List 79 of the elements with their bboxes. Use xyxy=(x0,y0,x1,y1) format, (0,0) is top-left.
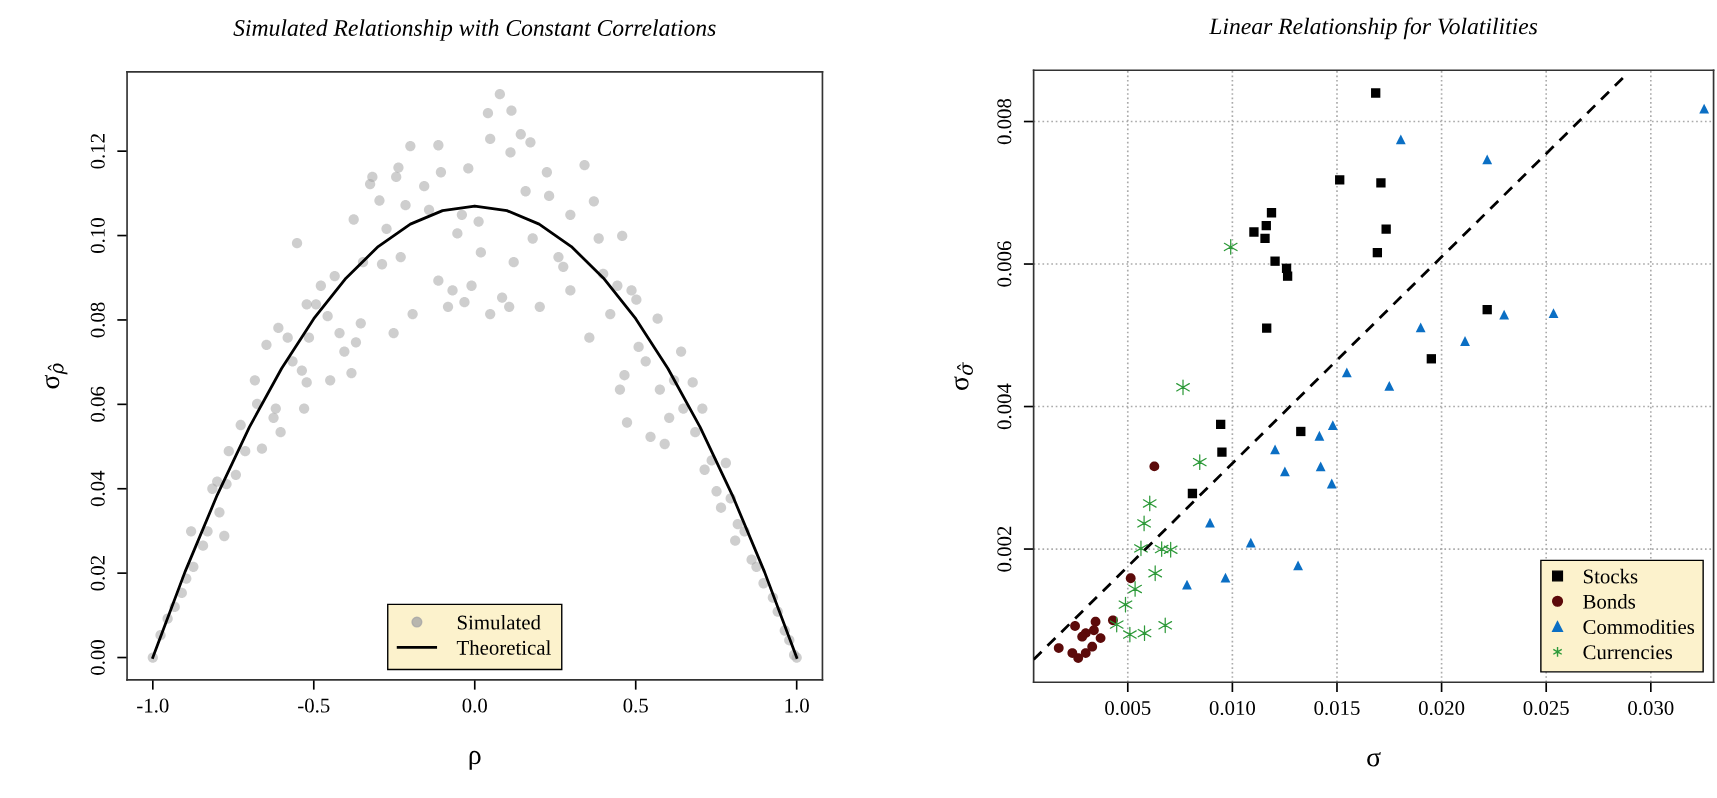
point xyxy=(1482,304,1492,315)
point xyxy=(1371,88,1381,98)
point xyxy=(1125,573,1136,584)
point xyxy=(1372,247,1383,258)
x-tick-label: 0.5 xyxy=(623,698,648,713)
point xyxy=(1548,308,1559,319)
point xyxy=(1699,103,1710,114)
x-tick-label: 0.005 xyxy=(1105,700,1151,716)
point xyxy=(1149,461,1160,472)
point xyxy=(1262,323,1272,333)
chart-title: Simulated Relationship with Constant Correlations xyxy=(233,19,716,41)
point xyxy=(1260,233,1270,244)
point xyxy=(1460,336,1470,346)
legend-label: Theoretical xyxy=(456,640,551,655)
point xyxy=(1095,633,1106,644)
y-tick-label: 0.02 xyxy=(90,556,105,591)
point xyxy=(1384,380,1395,391)
point xyxy=(1293,560,1303,571)
x-tick-label: -0.5 xyxy=(298,698,330,713)
point xyxy=(1315,461,1326,472)
point xyxy=(1205,517,1215,528)
point xyxy=(1087,641,1098,652)
point xyxy=(1249,227,1259,237)
y-tick-label: 0.04 xyxy=(90,470,105,507)
y-tick-label: 0.08 xyxy=(90,302,105,338)
x-tick-label: 0.015 xyxy=(1314,700,1360,716)
point xyxy=(1376,178,1386,188)
point xyxy=(1080,648,1091,658)
legend-label: Simulated xyxy=(457,614,541,630)
x-tick-label: -1.0 xyxy=(137,698,169,713)
legend-label: Commodities xyxy=(1583,619,1695,635)
point xyxy=(1067,648,1078,658)
legend-label: Bonds xyxy=(1583,594,1636,609)
point xyxy=(1426,354,1437,364)
point xyxy=(1217,447,1227,457)
y-axis-title: σ$_{σ̂}$ xyxy=(954,362,973,390)
x-tick-label: 0.0 xyxy=(462,698,487,713)
y-tick-label: 0.10 xyxy=(90,218,105,253)
point xyxy=(1395,134,1406,145)
point xyxy=(1335,175,1345,185)
x-tick-label: 0.025 xyxy=(1523,700,1569,716)
point xyxy=(1070,621,1080,631)
y-axis-title: σ$_{ρ̂}$ xyxy=(44,363,68,389)
point xyxy=(1296,426,1306,437)
point xyxy=(1282,271,1293,281)
y-tick-label: 0.06 xyxy=(90,386,105,422)
x-axis-title: ρ xyxy=(469,750,481,770)
y-tick-label: 0.002 xyxy=(997,526,1012,572)
x-axis-title: σ xyxy=(1367,752,1381,767)
x-tick-label: 0.020 xyxy=(1418,700,1465,716)
y-tick-label: 0.00 xyxy=(90,640,105,675)
y-tick-label: 0.006 xyxy=(997,241,1012,287)
point xyxy=(1326,478,1337,489)
point xyxy=(1088,625,1099,636)
point xyxy=(1314,430,1325,441)
point xyxy=(1270,256,1280,266)
point xyxy=(1053,643,1064,653)
point xyxy=(1341,367,1352,378)
x-tick-label: 0.010 xyxy=(1209,700,1256,716)
y-tick-label: 0.004 xyxy=(997,383,1012,430)
point xyxy=(1216,419,1226,430)
y-tick-label: 0.008 xyxy=(997,98,1012,145)
point xyxy=(1261,220,1271,231)
legend-label: Stocks xyxy=(1583,568,1638,584)
point xyxy=(1381,224,1391,234)
point xyxy=(1482,154,1493,165)
x-tick-label: 1.0 xyxy=(785,698,809,713)
point xyxy=(1415,322,1426,333)
point xyxy=(1270,444,1280,455)
point xyxy=(1182,579,1192,590)
point xyxy=(1279,466,1290,477)
x-tick-label: 0.030 xyxy=(1628,700,1674,716)
point xyxy=(1266,208,1277,218)
point xyxy=(1327,420,1338,430)
point xyxy=(1245,537,1256,548)
y-tick-label: 0.12 xyxy=(90,134,105,169)
chart-title: Linear Relationship for Volatilities xyxy=(1209,17,1538,40)
point xyxy=(1187,488,1198,499)
point xyxy=(1499,309,1510,320)
